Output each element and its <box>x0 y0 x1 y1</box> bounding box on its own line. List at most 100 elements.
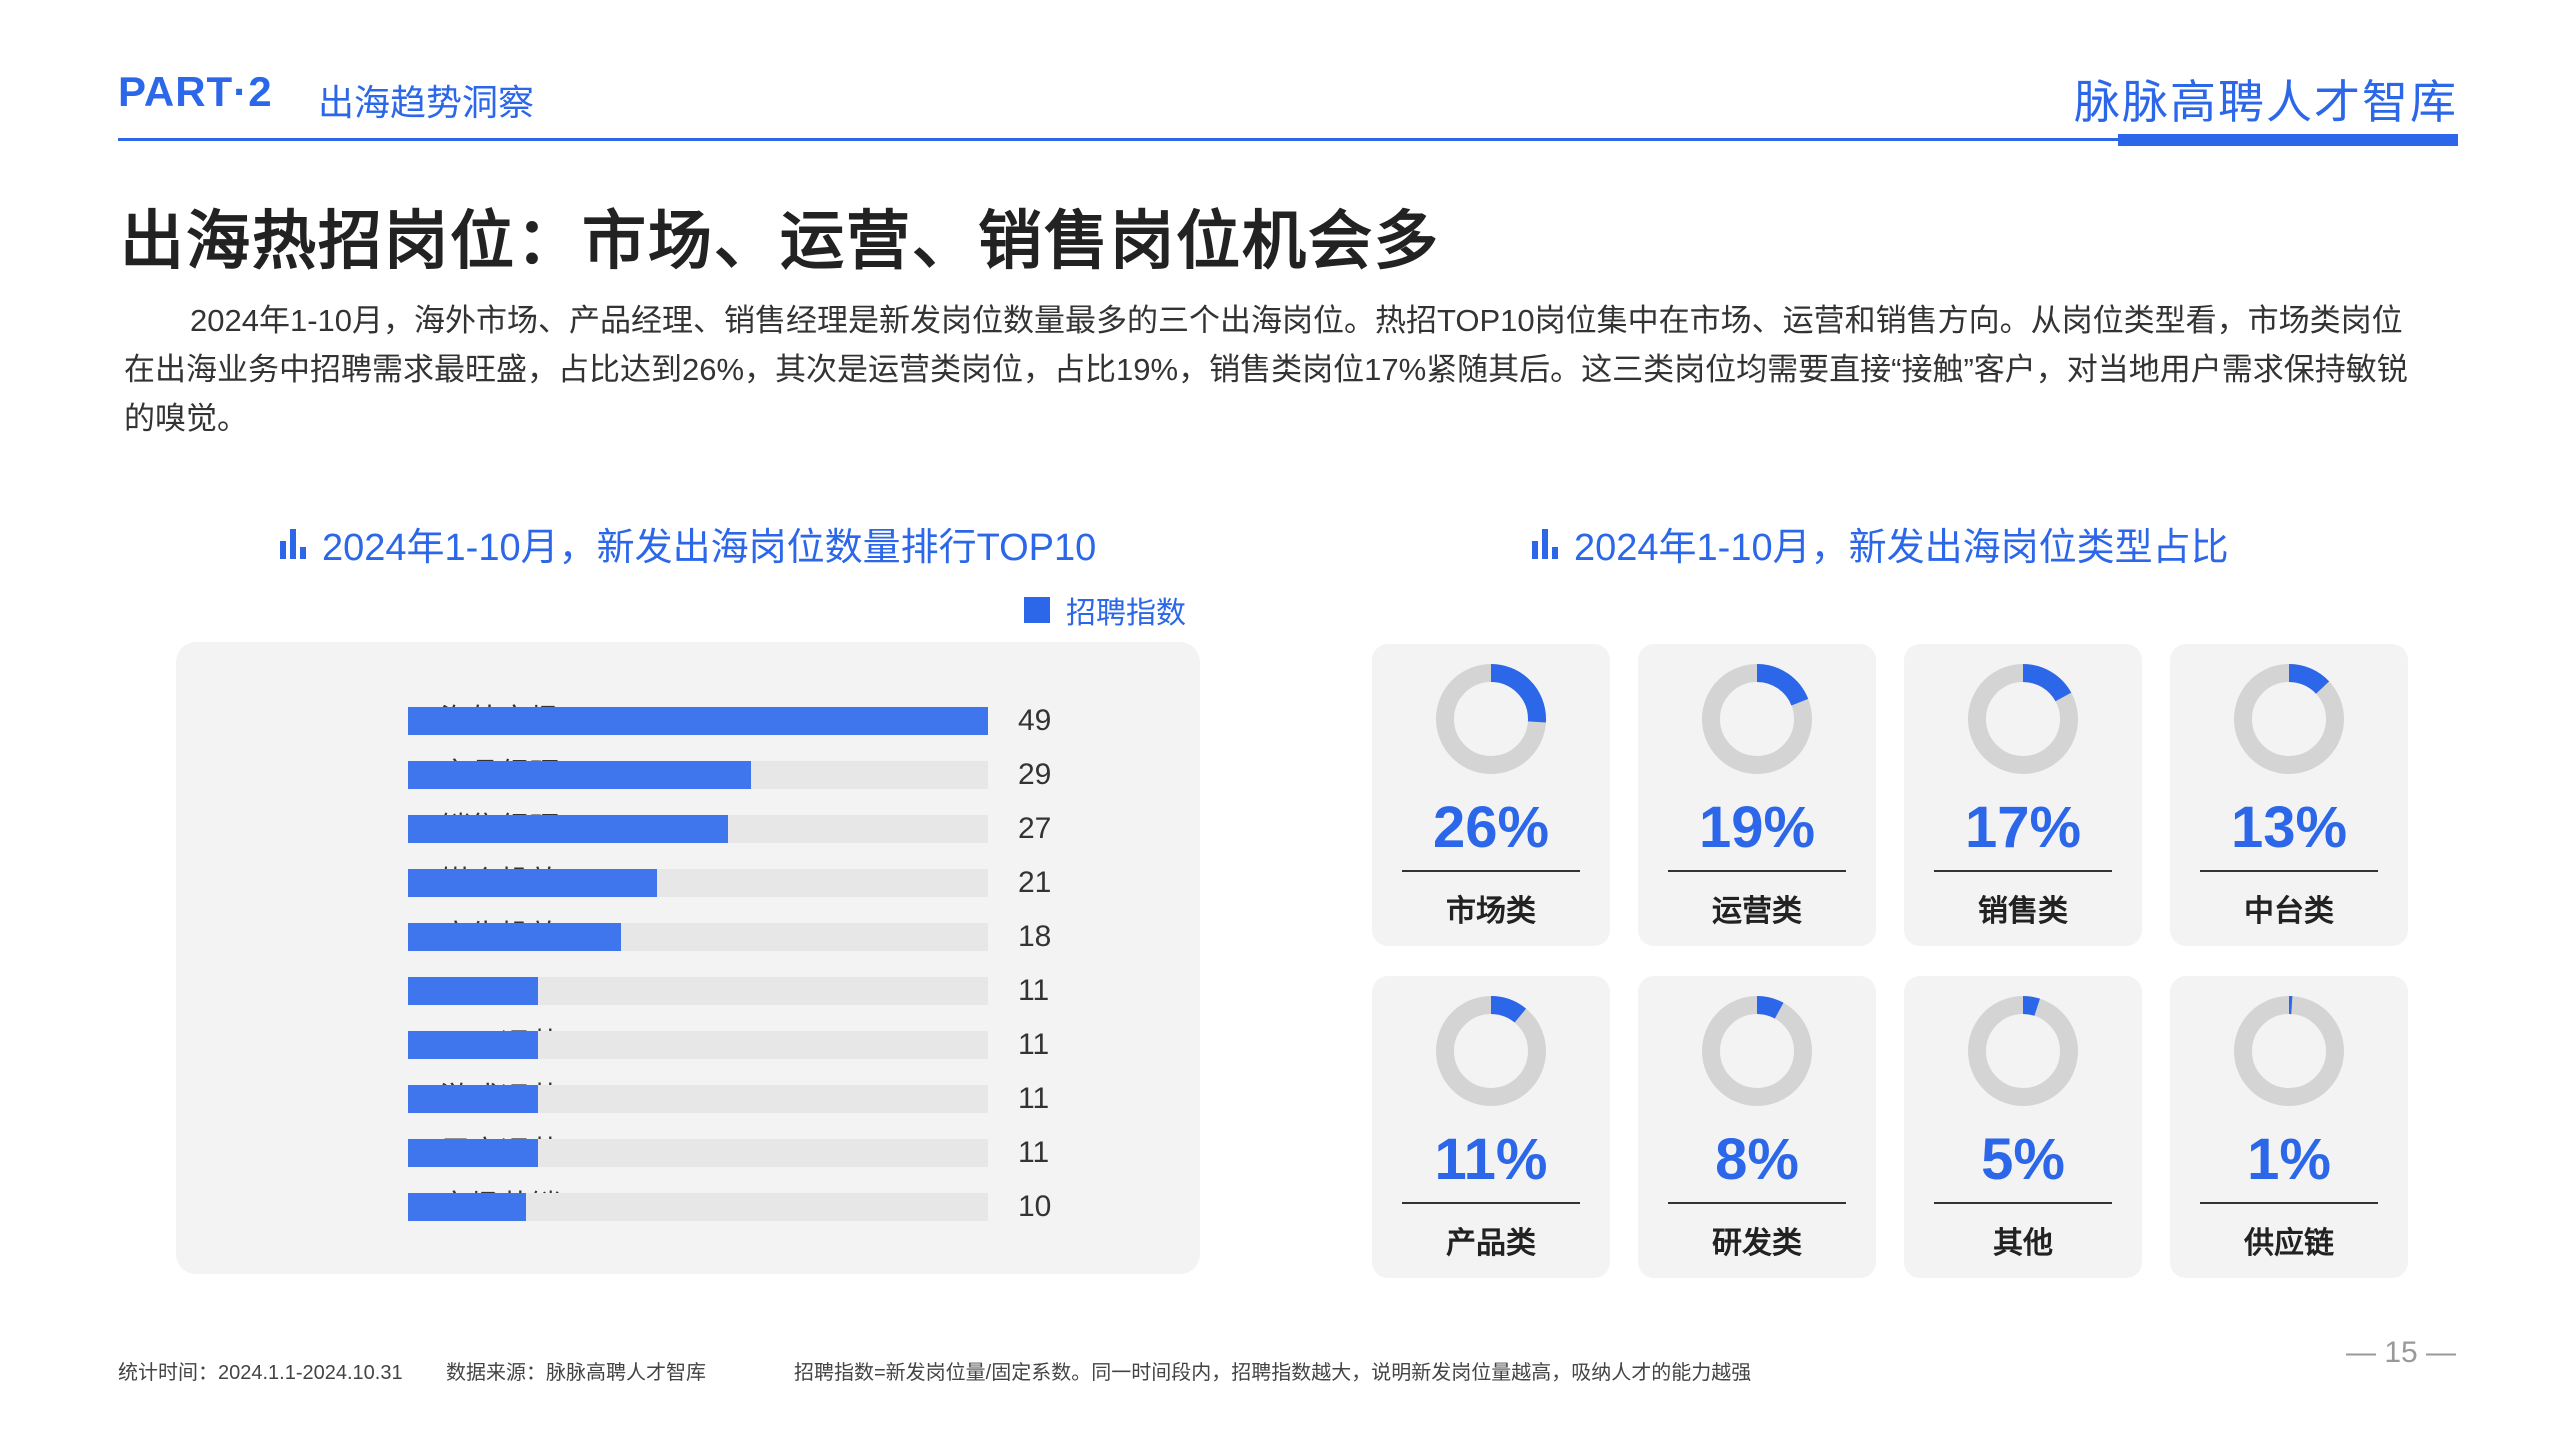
footer-source: 数据来源：脉脉高聘人才智库 <box>446 1362 706 1384</box>
bar-track <box>408 1031 988 1059</box>
bar-track <box>408 1193 988 1221</box>
section-title: 出海趋势洞察 <box>318 82 535 123</box>
donut-chart <box>1968 664 2078 774</box>
donut-card: 11% 产品类 <box>1372 976 1610 1278</box>
donut-track <box>1968 996 2078 1106</box>
bar <box>408 1193 527 1221</box>
donut-category-label: 产品类 <box>1446 1227 1536 1260</box>
donut-category-label: 销售类 <box>1978 895 2068 928</box>
donut-divider <box>1934 1202 2112 1204</box>
donut-card: 5% 其他 <box>1904 976 2142 1278</box>
donut-divider <box>1402 1202 1580 1204</box>
bar-row: 产品经理29 <box>176 748 1200 802</box>
donut-divider <box>2200 1202 2378 1204</box>
bar-chart-icon <box>280 528 308 559</box>
bar-row: 运营11 <box>176 1018 1200 1072</box>
bar-value-label: 11 <box>1018 974 1050 1007</box>
donut-category-label: 供应链 <box>2244 1227 2334 1260</box>
bar-row: 销售经理27 <box>176 802 1200 856</box>
footer-time: 统计时间：2024.1.1-2024.10.31 <box>118 1362 403 1384</box>
donut-card: 17% 销售类 <box>1904 644 2142 946</box>
bar <box>408 1139 539 1167</box>
donut-divider <box>2200 870 2378 872</box>
donut-slice <box>1968 664 2078 774</box>
bar-row: 媒介投放21 <box>176 856 1200 910</box>
footer-note: 招聘指数=新发岗位量/固定系数。同一时间段内，招聘指数越大，说明新发岗位量越高，… <box>794 1362 1752 1384</box>
donut-chart <box>1702 996 1812 1106</box>
donut-percent-label: 5% <box>1981 1127 2065 1192</box>
bar-row: HR11 <box>176 964 1200 1018</box>
donut-slice <box>1436 996 1546 1106</box>
donut-slice <box>1436 664 1546 774</box>
bar <box>408 707 988 735</box>
donut-category-label: 市场类 <box>1446 895 1536 928</box>
donut-slice <box>1968 996 2078 1106</box>
bar-track <box>408 761 988 789</box>
donut-category-label: 研发类 <box>1712 1227 1802 1260</box>
donut-divider <box>1402 870 1580 872</box>
bar-track <box>408 977 988 1005</box>
donut-chart-title-text: 2024年1-10月，新发出海岗位类型占比 <box>1574 527 2229 569</box>
donut-chart <box>2234 996 2344 1106</box>
donut-slice <box>2234 996 2344 1106</box>
header-divider <box>118 138 2458 141</box>
donut-category-label: 运营类 <box>1712 895 1802 928</box>
bar-value-label: 11 <box>1018 1082 1050 1115</box>
header-accent-bar <box>2118 134 2458 146</box>
bar-track <box>408 869 988 897</box>
donut-percent-label: 13% <box>2230 795 2348 860</box>
bar-value-label: 11 <box>1018 1028 1050 1061</box>
donut-percent-label: 8% <box>1715 1127 1799 1192</box>
donut-card: 19% 运营类 <box>1638 644 1876 946</box>
donut-category-label: 中台类 <box>2244 895 2334 928</box>
legend-swatch <box>1024 597 1050 623</box>
donut-card: 26% 市场类 <box>1372 644 1610 946</box>
donut-track <box>1436 996 1546 1106</box>
bar-value-label: 27 <box>1018 812 1052 845</box>
bar-row: 海外市场49 <box>176 694 1200 748</box>
bar-row: 游戏运营11 <box>176 1072 1200 1126</box>
bar <box>408 815 728 843</box>
part-label: PART·2 <box>118 68 273 115</box>
bar-chart-title-text: 2024年1-10月，新发出海岗位数量排行TOP10 <box>322 527 1097 569</box>
bar-value-label: 10 <box>1018 1190 1052 1223</box>
donut-chart <box>1702 664 1812 774</box>
donut-slice <box>1702 664 1812 774</box>
bar-chart-icon <box>1532 528 1560 559</box>
bar-track <box>408 707 988 735</box>
bar-track <box>408 1139 988 1167</box>
donut-percent-label: 1% <box>2247 1127 2331 1192</box>
donut-percent-label: 17% <box>1964 795 2082 860</box>
donut-card: 8% 研发类 <box>1638 976 1876 1278</box>
bar-chart-panel: 海外市场49产品经理29销售经理27媒介投放21广告投放18HR11运营11游戏… <box>176 642 1200 1274</box>
intro-paragraph: 2024年1-10月，海外市场、产品经理、销售经理是新发岗位数量最多的三个出海岗… <box>124 303 2408 436</box>
bar-row: 市场营销10 <box>176 1180 1200 1234</box>
donut-percent-label: 19% <box>1698 795 1816 860</box>
legend-label: 招聘指数 <box>1066 597 1186 630</box>
donut-divider <box>1668 1202 1846 1204</box>
bar-chart-legend: 招聘指数 <box>1024 588 1186 632</box>
bar-value-label: 21 <box>1018 866 1052 899</box>
donut-card: 13% 中台类 <box>2170 644 2408 946</box>
donut-divider <box>1668 870 1846 872</box>
bar-value-label: 29 <box>1018 758 1052 791</box>
bar-value-label: 49 <box>1018 704 1052 737</box>
brand-name: 脉脉高聘人才智库 <box>2074 76 2458 128</box>
donut-slice <box>2234 664 2344 774</box>
bar-row: 用户运营11 <box>176 1126 1200 1180</box>
donut-category-label: 其他 <box>1993 1227 2053 1260</box>
bar-chart-title: 2024年1-10月，新发出海岗位数量排行TOP10 <box>280 516 1096 571</box>
donut-track <box>2234 996 2344 1106</box>
donut-chart-title: 2024年1-10月，新发出海岗位类型占比 <box>1532 516 2229 571</box>
donut-chart <box>1968 996 2078 1106</box>
donut-percent-label: 26% <box>1432 795 1550 860</box>
bar <box>408 923 622 951</box>
bar <box>408 761 752 789</box>
bar <box>408 869 657 897</box>
donut-percent-label: 11% <box>1434 1127 1548 1192</box>
page-number: — 15 — <box>2346 1336 2457 1369</box>
bar <box>408 1031 539 1059</box>
donut-slice <box>1702 996 1812 1106</box>
bar <box>408 1085 539 1113</box>
bar-track <box>408 1085 988 1113</box>
